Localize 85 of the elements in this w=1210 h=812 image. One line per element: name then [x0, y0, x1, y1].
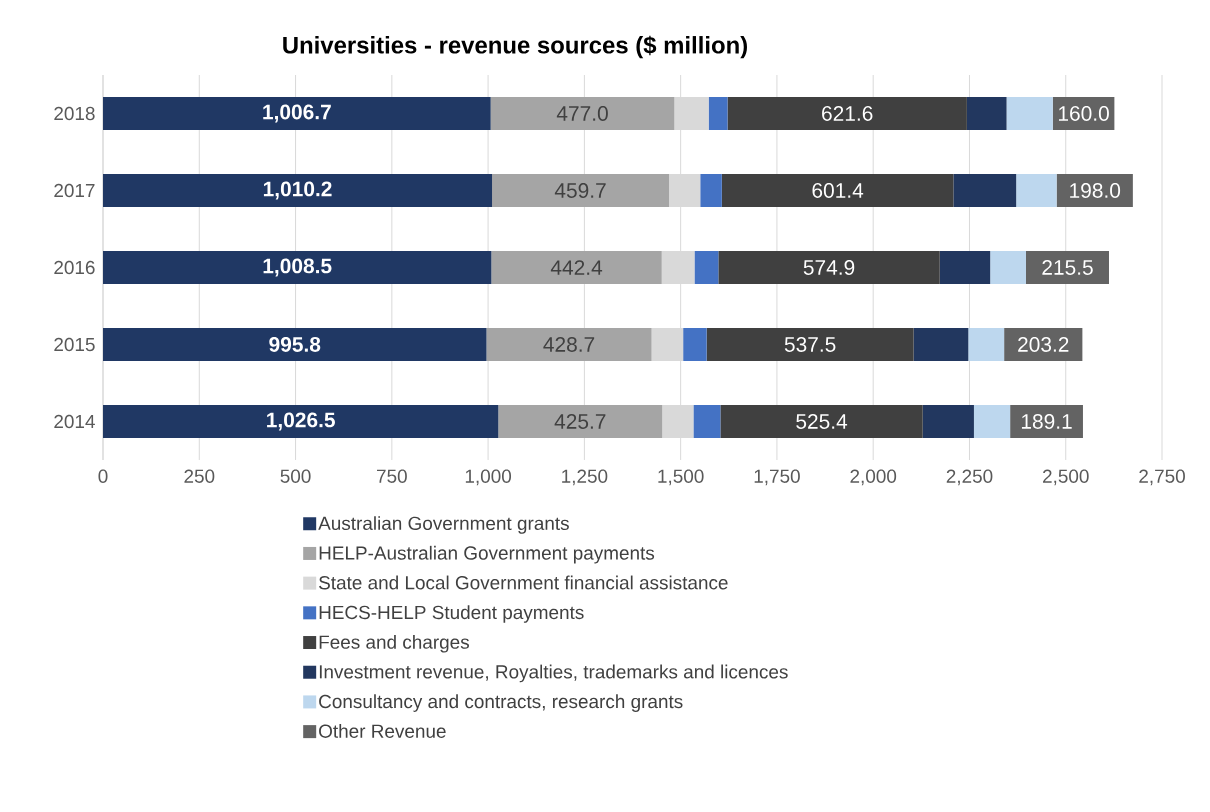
bar — [693, 404, 721, 438]
bar — [1004, 327, 1083, 361]
legend-label: HECS-HELP Student payments — [319, 605, 584, 623]
bar — [718, 250, 940, 284]
legend-label: Other Revenue — [319, 724, 446, 738]
x-tick-label: 1,500 — [658, 469, 704, 486]
bar — [990, 250, 1026, 284]
bar — [683, 327, 707, 361]
bar — [498, 404, 663, 438]
bar — [708, 96, 728, 130]
data-label: 189.1 — [1021, 414, 1072, 429]
bar — [913, 327, 969, 361]
legend-label: State and Local Government financial assistance — [319, 575, 728, 590]
x-tick-label: 2,500 — [1043, 469, 1089, 486]
x-tick-label: 1,000 — [465, 469, 512, 486]
x-tick-label: 1,750 — [754, 469, 800, 486]
y-tick-label: 2015 — [54, 337, 95, 352]
y-tick-label: 2016 — [54, 260, 95, 275]
y-tick-label: 2018 — [54, 106, 95, 121]
data-label: 198.0 — [1070, 183, 1121, 198]
legend-label: Australian Government grants — [318, 516, 569, 534]
data-label: 160.0 — [1058, 106, 1109, 121]
data-label: 215.5 — [1042, 260, 1093, 275]
x-tick-label: 250 — [184, 469, 215, 483]
data-label: 537.5 — [784, 337, 836, 352]
y-tick-label: 2017 — [54, 183, 95, 198]
bar — [973, 404, 1011, 438]
data-label: 1,010.2 — [263, 181, 332, 200]
data-label: 601.4 — [812, 183, 864, 198]
bar — [492, 173, 670, 207]
x-tick-label: 2,000 — [850, 469, 897, 486]
legend-label: Fees and charges — [319, 634, 469, 653]
bar — [694, 250, 719, 284]
bar — [662, 404, 694, 438]
x-tick-label: 2,250 — [946, 469, 993, 486]
bar — [651, 327, 684, 361]
bar — [103, 327, 487, 361]
bar — [103, 250, 492, 284]
x-tick-label: 1,250 — [562, 469, 608, 486]
bar — [721, 173, 954, 207]
bar — [953, 173, 1017, 207]
bar — [1006, 96, 1053, 130]
data-label: 621.6 — [822, 106, 873, 121]
bar — [669, 173, 701, 207]
legend-label: Consultancy and contracts, research grants — [319, 694, 683, 712]
data-label: 1,026.5 — [267, 412, 335, 431]
data-label: 203.2 — [1018, 337, 1069, 352]
bar — [1056, 173, 1133, 207]
x-tick-label: 0 — [98, 469, 108, 483]
data-label: 459.7 — [554, 183, 606, 198]
bar — [968, 327, 1005, 361]
bar — [1026, 250, 1109, 284]
chart-title: Universities - revenue sources ($ million) — [283, 35, 747, 59]
data-label: 1,006.7 — [263, 104, 331, 123]
data-label: 995.8 — [269, 337, 321, 352]
data-label: 428.7 — [543, 337, 595, 352]
data-label: 1,008.5 — [263, 258, 332, 277]
bar — [103, 96, 491, 130]
bar — [103, 404, 499, 438]
bar — [727, 96, 967, 130]
data-label: 477.0 — [556, 106, 608, 121]
legend-label: HELP-Australian Government payments — [319, 545, 655, 564]
data-label: 425.7 — [554, 414, 606, 429]
bar — [700, 173, 722, 207]
y-tick-label: 2014 — [54, 414, 95, 429]
bar — [103, 173, 493, 207]
bar — [1010, 404, 1083, 438]
bar — [1016, 173, 1057, 207]
bar — [720, 404, 923, 438]
data-label: 574.9 — [803, 260, 855, 275]
bar — [966, 96, 1007, 130]
bar — [922, 404, 974, 438]
bar — [706, 327, 914, 361]
bar — [674, 96, 709, 130]
bar — [661, 250, 695, 284]
bar — [491, 250, 662, 284]
data-label: 442.4 — [550, 260, 603, 275]
x-tick-label: 500 — [280, 469, 311, 483]
legend-label: Investment revenue, Royalties, trademarks and licences — [319, 664, 788, 683]
data-label: 525.4 — [796, 414, 848, 429]
x-tick-label: 750 — [377, 469, 407, 483]
bar — [939, 250, 991, 284]
bar — [486, 327, 652, 361]
x-tick-label: 2,750 — [1139, 469, 1185, 486]
bar — [490, 96, 675, 130]
